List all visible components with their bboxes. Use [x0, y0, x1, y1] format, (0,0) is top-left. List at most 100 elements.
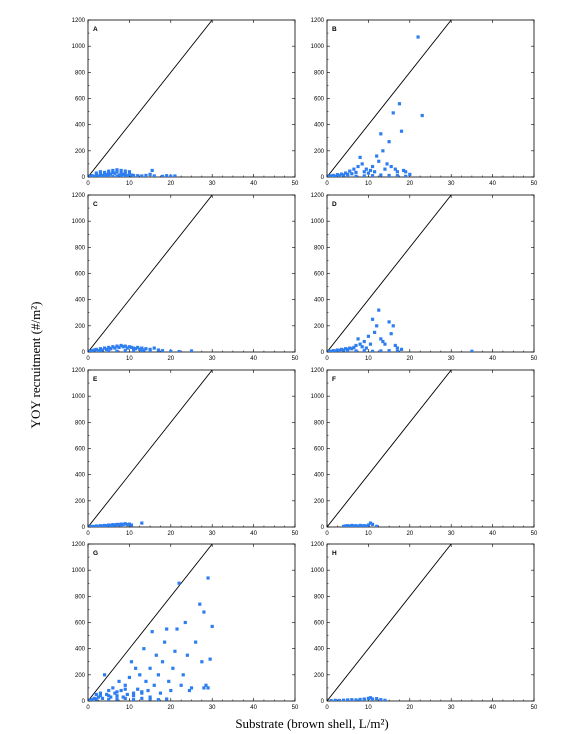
- data-point: [370, 349, 375, 352]
- y-tick-label: 400: [75, 123, 86, 129]
- data-point: [140, 346, 144, 350]
- data-point: [177, 581, 181, 585]
- data-point: [348, 524, 352, 527]
- x-tick-label: 50: [292, 181, 299, 187]
- data-point: [100, 348, 105, 352]
- x-tick-label: 0: [86, 705, 90, 711]
- y-tick-label: 1000: [311, 44, 325, 50]
- y-tick-label: 400: [314, 473, 325, 479]
- data-point: [131, 174, 136, 177]
- data-point: [208, 657, 212, 661]
- data-point: [354, 174, 358, 177]
- data-point: [183, 620, 187, 625]
- data-point: [107, 523, 111, 527]
- data-point: [90, 174, 94, 177]
- x-tick-label: 50: [531, 705, 538, 711]
- data-point: [107, 694, 111, 698]
- y-tick-label: 800: [75, 70, 86, 76]
- data-point: [341, 698, 346, 701]
- y-tick-label: 800: [314, 594, 325, 600]
- x-tick-label: 10: [126, 356, 133, 362]
- data-point: [88, 698, 92, 701]
- scatter-points: [327, 35, 424, 177]
- data-point: [115, 690, 119, 694]
- data-point: [150, 168, 154, 173]
- y-tick-label: 200: [314, 149, 325, 155]
- data-point: [98, 170, 103, 174]
- x-tick-label: 30: [209, 531, 216, 537]
- x-tick-label: 20: [167, 531, 174, 537]
- data-point: [346, 525, 350, 527]
- data-point: [102, 673, 107, 677]
- data-point: [102, 524, 107, 527]
- x-tick-label: 0: [325, 705, 329, 711]
- data-point: [362, 525, 366, 527]
- y-tick-label: 0: [82, 525, 86, 531]
- x-tick-label: 50: [292, 356, 299, 362]
- data-point: [379, 132, 383, 136]
- data-point: [189, 349, 194, 352]
- data-point: [98, 524, 103, 527]
- data-point: [395, 349, 399, 352]
- y-tick-label: 200: [75, 673, 86, 679]
- data-point: [140, 521, 144, 525]
- y-tick-label: 1200: [72, 368, 86, 374]
- data-point: [156, 673, 160, 677]
- plot-frame: [326, 369, 535, 528]
- data-point: [404, 170, 408, 174]
- data-point: [360, 524, 364, 527]
- data-point: [329, 174, 333, 177]
- data-point: [368, 168, 373, 173]
- x-tick-label: 40: [250, 705, 257, 711]
- data-point: [140, 174, 144, 177]
- data-point: [344, 171, 348, 175]
- data-point: [121, 172, 125, 176]
- scatter-points: [88, 576, 214, 701]
- data-point: [373, 330, 377, 334]
- y-tick-label: 600: [75, 97, 86, 103]
- x-tick-label: 20: [406, 181, 413, 187]
- y-tick-label: 600: [75, 447, 86, 453]
- data-point: [162, 640, 167, 644]
- x-tick-label: 0: [325, 181, 329, 187]
- data-point: [333, 698, 337, 701]
- panel-label: C: [93, 201, 98, 208]
- data-point: [125, 346, 129, 350]
- y-tick-label: 1200: [311, 368, 325, 374]
- data-point: [379, 337, 383, 341]
- data-point: [90, 349, 94, 352]
- data-point: [387, 320, 391, 324]
- data-point: [131, 698, 136, 701]
- x-tick-label: 30: [448, 705, 455, 711]
- data-point: [134, 666, 138, 670]
- scatter-points: [88, 521, 144, 527]
- panel-c: 0 10 20 30 40 50 0 200 400 600 800 1000 1200 C: [72, 193, 299, 362]
- y-tick-label: 0: [82, 699, 86, 705]
- data-point: [341, 173, 346, 177]
- data-point: [88, 525, 92, 527]
- data-point: [362, 170, 366, 174]
- data-point: [350, 698, 354, 701]
- data-point: [115, 349, 119, 352]
- data-point: [115, 522, 119, 526]
- data-point: [375, 154, 379, 158]
- data-point: [152, 346, 156, 350]
- data-point: [350, 172, 354, 176]
- data-point: [383, 342, 387, 346]
- plot-frame: [87, 543, 296, 702]
- data-point: [123, 696, 127, 700]
- data-point: [107, 345, 111, 350]
- data-point: [383, 698, 387, 701]
- x-tick-label: 30: [448, 356, 455, 362]
- data-point: [341, 348, 346, 352]
- data-point: [144, 173, 148, 177]
- data-point: [366, 334, 370, 338]
- data-point: [373, 170, 377, 174]
- data-point: [395, 346, 399, 350]
- data-point: [94, 692, 98, 697]
- data-point: [389, 164, 393, 169]
- data-point: [105, 173, 109, 177]
- data-point: [123, 683, 127, 687]
- data-point: [375, 324, 379, 328]
